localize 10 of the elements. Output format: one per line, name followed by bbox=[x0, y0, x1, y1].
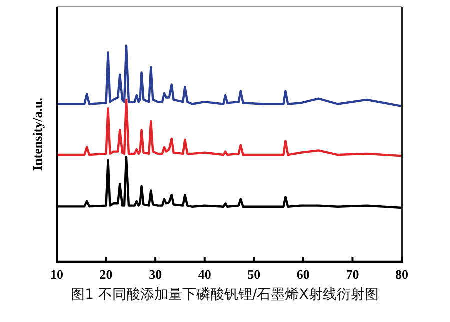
x-tick-label: 50 bbox=[248, 267, 261, 282]
x-tick-label: 30 bbox=[149, 267, 162, 282]
x-tick-label: 80 bbox=[396, 267, 408, 282]
x-tick-label: 40 bbox=[198, 267, 212, 282]
x-tick-label: 10 bbox=[50, 267, 64, 282]
x-tick-label: 60 bbox=[296, 267, 310, 282]
x-tick-label: 20 bbox=[100, 267, 113, 282]
x-tick-label: 70 bbox=[346, 267, 360, 282]
caption: 图1 不同酸添加量下磷酸钒锂/石墨烯X射线衍射图 bbox=[70, 286, 380, 304]
y-axis-title: Intensity/a.u. bbox=[30, 98, 45, 171]
